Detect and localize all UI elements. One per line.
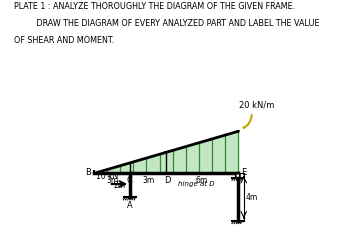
Text: 3m: 3m: [142, 176, 154, 185]
Text: DRAW THE DIAGRAM OF EVERY ANALYZED PART AND LABEL THE VALUE: DRAW THE DIAGRAM OF EVERY ANALYZED PART …: [14, 19, 320, 28]
Text: B: B: [85, 168, 91, 177]
Text: 3m: 3m: [106, 176, 118, 185]
Circle shape: [236, 174, 240, 178]
Text: 2m: 2m: [113, 181, 125, 190]
Text: 10 kN: 10 kN: [96, 172, 119, 181]
Text: 6m: 6m: [196, 176, 208, 185]
Text: A: A: [127, 201, 133, 210]
Polygon shape: [94, 131, 238, 173]
Text: D: D: [164, 176, 170, 185]
Text: OF SHEAR AND MOMENT.: OF SHEAR AND MOMENT.: [14, 36, 114, 45]
Text: C: C: [126, 176, 132, 185]
Text: 20 kN/m: 20 kN/m: [239, 101, 274, 110]
Text: 4m: 4m: [245, 193, 258, 202]
FancyArrowPatch shape: [244, 115, 252, 128]
Text: PLATE 1 : ANALYZE THOROUGHLY THE DIAGRAM OF THE GIVEN FRAME.: PLATE 1 : ANALYZE THOROUGHLY THE DIAGRAM…: [14, 2, 295, 11]
Text: E: E: [241, 168, 246, 177]
Text: hinge at D: hinge at D: [177, 181, 214, 187]
